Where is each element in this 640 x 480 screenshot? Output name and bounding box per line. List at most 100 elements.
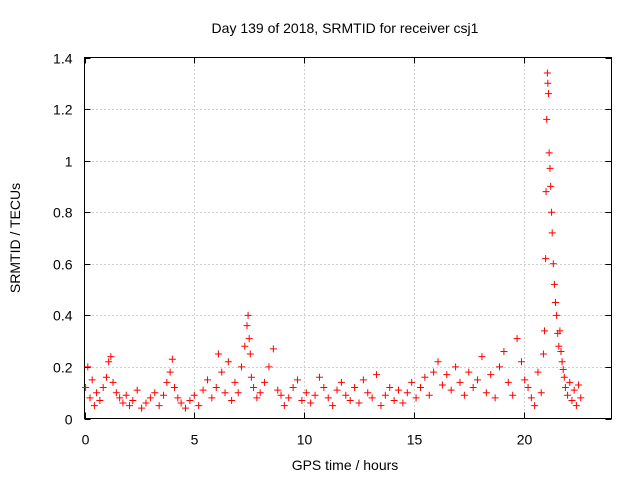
data-point (246, 350, 254, 358)
data-point (355, 399, 363, 407)
data-point (517, 358, 525, 366)
data-point (212, 384, 220, 392)
data-point (430, 368, 438, 376)
data-point (329, 402, 337, 410)
data-point (364, 389, 372, 397)
data-point (561, 384, 569, 392)
data-point (221, 389, 229, 397)
data-point (351, 384, 359, 392)
data-point (320, 384, 328, 392)
data-point (311, 391, 319, 399)
data-point (460, 391, 468, 399)
data-point (261, 378, 269, 386)
data-point (377, 402, 385, 410)
data-point (359, 376, 367, 384)
data-point (315, 373, 323, 381)
data-point (395, 386, 403, 394)
data-point (534, 368, 542, 376)
data-point (265, 363, 273, 371)
chart-title: Day 139 of 2018, SRMTID for receiver csj… (212, 20, 479, 36)
data-point (231, 378, 239, 386)
data-point (542, 255, 550, 263)
data-point (381, 391, 389, 399)
data-point (487, 371, 495, 379)
data-point (82, 384, 90, 392)
data-point (425, 391, 433, 399)
data-point (408, 378, 416, 386)
data-point (482, 389, 490, 397)
data-point (390, 396, 398, 404)
data-point (105, 358, 113, 366)
data-point (102, 373, 110, 381)
y-tick-label: 1 (65, 154, 73, 170)
data-point (93, 389, 101, 397)
x-tick-label: 20 (517, 432, 533, 448)
data-point (541, 327, 549, 335)
x-tick-label: 5 (191, 432, 199, 448)
data-point (293, 376, 301, 384)
data-point (465, 368, 473, 376)
data-point (88, 376, 96, 384)
data-point (186, 396, 194, 404)
y-axis-label: SRMTID / TECUs (7, 183, 23, 293)
data-point (478, 353, 486, 361)
data-point (521, 376, 529, 384)
data-point (527, 394, 535, 402)
data-point (545, 149, 553, 157)
data-point (245, 335, 253, 343)
data-point (190, 391, 198, 399)
x-axis-label: GPS time / hours (292, 457, 399, 473)
data-point (469, 384, 477, 392)
data-point (324, 394, 332, 402)
data-point (491, 394, 499, 402)
data-point (564, 391, 572, 399)
data-point (182, 404, 190, 412)
data-point (126, 402, 134, 410)
data-point (307, 399, 315, 407)
data-point (155, 402, 163, 410)
data-point (434, 358, 442, 366)
data-point (218, 368, 226, 376)
data-point (142, 399, 150, 407)
data-point (289, 384, 297, 392)
data-point (84, 363, 92, 371)
data-points (82, 69, 585, 412)
data-point (547, 182, 555, 190)
data-point (280, 402, 288, 410)
data-point (177, 399, 185, 407)
data-point (552, 298, 560, 306)
data-point (509, 391, 517, 399)
data-point (146, 394, 154, 402)
axis-ticks: 0 0.2 0.4 0.6 0.8 1 1.2 1.4 0 5 10 15 20 (53, 51, 612, 448)
data-point (452, 363, 460, 371)
data-point (107, 353, 115, 361)
data-point (543, 115, 551, 123)
data-point (496, 363, 504, 371)
x-tick-label: 0 (82, 432, 90, 448)
data-point (247, 373, 255, 381)
data-point (234, 389, 242, 397)
data-point (549, 260, 557, 268)
data-point (544, 79, 552, 87)
data-point (160, 391, 168, 399)
data-point (138, 404, 146, 412)
data-point (129, 396, 137, 404)
data-point (238, 363, 246, 371)
data-point (199, 386, 207, 394)
y-tick-label: 1.4 (53, 51, 73, 67)
data-point (412, 394, 420, 402)
data-point (119, 399, 127, 407)
data-point (553, 311, 561, 319)
data-point (250, 384, 258, 392)
data-point (548, 208, 556, 216)
data-point (243, 322, 251, 330)
data-point (241, 342, 249, 350)
data-point (416, 384, 424, 392)
y-tick-label: 1.2 (53, 102, 73, 118)
data-point (550, 280, 558, 288)
x-tick-label: 10 (297, 432, 313, 448)
grid-lines (84, 57, 612, 419)
data-point (346, 396, 354, 404)
